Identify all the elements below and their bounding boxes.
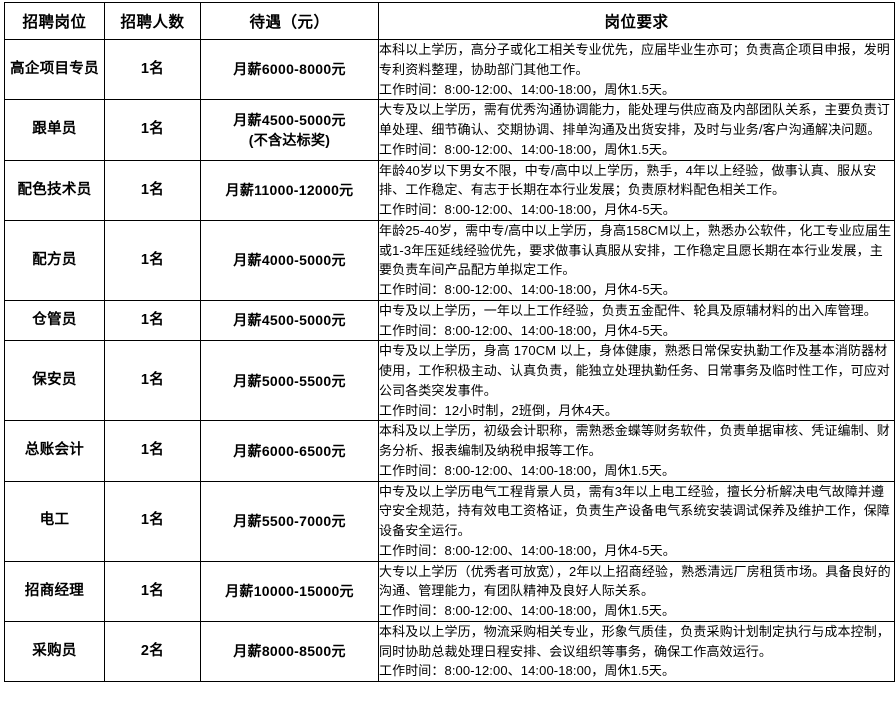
cell-job-title: 配色技术员 xyxy=(4,159,105,221)
cell-headcount: 1名 xyxy=(104,420,201,482)
cell-salary: 月薪4500-5000元 xyxy=(200,299,379,342)
column-header-requirements: 岗位要求 xyxy=(378,2,895,40)
working-hours: 工作时间：8:00-12:00、14:00-18:00，月休4-5天。 xyxy=(379,322,676,338)
salary-amount: 月薪6000-8000元 xyxy=(233,61,346,78)
cell-requirements: 本科及以上学历，初级会计职称，需熟悉金蝶等财务软件，负责单据审核、凭证编制、财务… xyxy=(378,420,895,482)
salary-amount: 月薪8000-8500元 xyxy=(233,643,346,660)
cell-headcount: 1名 xyxy=(104,219,201,301)
cell-requirements: 年龄25-40岁，需中专/高中以上学历，身高158CM以上，熟悉办公软件，化工专… xyxy=(378,219,895,301)
working-hours: 工作时间：8:00-12:00、14:00-18:00，周休1.5天。 xyxy=(379,603,676,618)
cell-salary: 月薪5500-7000元 xyxy=(200,480,379,562)
requirement-description: 中专及以上学历，身高 170CM 以上，身体健康，熟悉日常保安执勤工作及基本消防… xyxy=(379,343,890,398)
salary-amount: 月薪4000-5000元 xyxy=(233,252,346,269)
cell-requirements: 本科及以上学历，物流采购相关专业，形象气质佳，负责采购计划制定执行与成本控制，同… xyxy=(378,620,895,683)
cell-job-title: 保安员 xyxy=(4,340,105,422)
table-row: 保安员 1名 月薪5000-5500元 中专及以上学历，身高 170CM 以上，身体健… xyxy=(4,340,895,422)
salary-note: (不含达标奖) xyxy=(248,131,331,148)
cell-job-title: 高企项目专员 xyxy=(4,38,105,101)
cell-headcount: 2名 xyxy=(104,620,201,683)
table-header-row: 招聘岗位 招聘人数 待遇（元） 岗位要求 xyxy=(4,2,895,40)
cell-salary: 月薪6000-6500元 xyxy=(200,420,379,482)
cell-salary: 月薪6000-8000元 xyxy=(200,38,379,101)
requirement-description: 大专以上学历（优秀者可放宽），2年以上招商经验，熟悉清远厂房租赁市场。具备良好的… xyxy=(379,563,891,599)
table-row: 仓管员 1名 月薪4500-5000元 中专及以上学历，一年以上工作经验，负责五金配件… xyxy=(4,299,895,342)
salary-amount: 月薪11000-12000元 xyxy=(225,181,354,198)
column-header-post: 招聘岗位 xyxy=(4,2,105,40)
working-hours: 工作时间：8:00-12:00、14:00-18:00，周休1.5天。 xyxy=(379,462,676,478)
working-hours: 工作时间：8:00-12:00、14:00-18:00，周休1.5天。 xyxy=(379,141,676,157)
salary-amount: 月薪10000-15000元 xyxy=(225,582,354,599)
salary-amount: 月薪4500-5000元 xyxy=(233,312,346,329)
cell-headcount: 1名 xyxy=(104,480,201,562)
requirement-description: 大专及以上学历，需有优秀沟通协调能力，能处理与供应商及内部团队关系，主要负责订单… xyxy=(379,102,890,137)
table-row: 采购员 2名 月薪8000-8500元 本科及以上学历，物流采购相关专业，形象气质佳，… xyxy=(4,620,895,683)
cell-salary: 月薪4000-5000元 xyxy=(200,219,379,301)
column-header-pay: 待遇（元） xyxy=(200,2,379,40)
cell-headcount: 1名 xyxy=(104,38,201,101)
working-hours: 工作时间：8:00-12:00、14:00-18:00，月休4-5天。 xyxy=(379,202,676,217)
cell-job-title: 配方员 xyxy=(4,219,105,301)
cell-job-title: 招商经理 xyxy=(4,560,105,622)
table-row: 配方员 1名 月薪4000-5000元 年龄25-40岁，需中专/高中以上学历，身高1… xyxy=(4,219,895,301)
table-row: 总账会计 1名 月薪6000-6500元 本科及以上学历，初级会计职称，需熟悉金蝶等财… xyxy=(4,420,895,482)
cell-requirements: 中专及以上学历，一年以上工作经验，负责五金配件、轮具及原辅材料的出入库管理。 工作… xyxy=(378,299,895,342)
cell-salary: 月薪8000-8500元 xyxy=(200,620,379,683)
cell-job-title: 电工 xyxy=(4,480,105,562)
requirement-description: 本科以上学历，高分子或化工相关专业优先，应届毕业生亦可；负责高企项目申报，发明专… xyxy=(379,42,890,77)
requirement-description: 中专及以上学历电气工程背景人员，需有3年以上电工经验，擅长分析解决电气故障并遵守… xyxy=(379,483,890,539)
working-hours: 工作时间：8:00-12:00、14:00-18:00，月休4-5天。 xyxy=(379,282,676,297)
requirement-description: 本科及以上学历，初级会计职称，需熟悉金蝶等财务软件，负责单据审核、凭证编制、财务… xyxy=(379,423,890,458)
table-header: 招聘岗位 招聘人数 待遇（元） 岗位要求 xyxy=(4,2,895,40)
cell-headcount: 1名 xyxy=(104,340,201,422)
cell-requirements: 本科以上学历，高分子或化工相关专业优先，应届毕业生亦可；负责高企项目申报，发明专… xyxy=(378,38,895,101)
working-hours: 工作时间：8:00-12:00、14:00-18:00，周休1.5天。 xyxy=(379,81,676,97)
table-row: 高企项目专员 1名 月薪6000-8000元 本科以上学历，高分子或化工相关专业优先，… xyxy=(4,38,895,101)
working-hours: 工作时间：8:00-12:00、14:00-18:00，周休1.5天。 xyxy=(379,663,676,679)
cell-job-title: 采购员 xyxy=(4,620,105,683)
salary-amount: 月薪5000-5500元 xyxy=(233,372,346,389)
column-header-count: 招聘人数 xyxy=(104,2,201,40)
working-hours: 工作时间：12小时制，2班倒，月休4天。 xyxy=(379,402,618,418)
table-row: 配色技术员 1名 月薪11000-12000元 年龄40岁以下男女不限，中专/高中以上… xyxy=(4,159,895,221)
table-row: 电工 1名 月薪5500-7000元 中专及以上学历电气工程背景人员，需有3年以上电工… xyxy=(4,480,895,562)
requirement-description: 年龄25-40岁，需中专/高中以上学历，身高158CM以上，熟悉办公软件，化工专… xyxy=(379,222,892,278)
cell-salary: 月薪11000-12000元 xyxy=(200,159,379,221)
salary-amount: 月薪5500-7000元 xyxy=(233,512,346,529)
working-hours: 工作时间：8:00-12:00、14:00-18:00，月休4-5天。 xyxy=(379,542,676,558)
cell-salary: 月薪5000-5500元 xyxy=(200,340,379,422)
cell-headcount: 1名 xyxy=(104,159,201,221)
salary-amount: 月薪6000-6500元 xyxy=(233,442,346,459)
cell-requirements: 大专及以上学历，需有优秀沟通协调能力，能处理与供应商及内部团队关系，主要负责订单… xyxy=(378,99,895,161)
table-body: 高企项目专员 1名 月薪6000-8000元 本科以上学历，高分子或化工相关专业优先，… xyxy=(4,38,895,683)
cell-requirements: 中专及以上学历，身高 170CM 以上，身体健康，熟悉日常保安执勤工作及基本消防… xyxy=(378,340,895,422)
requirement-description: 中专及以上学历，一年以上工作经验，负责五金配件、轮具及原辅材料的出入库管理。 xyxy=(379,302,877,318)
table-row: 跟单员 1名 月薪4500-5000元 (不含达标奖) 大专及以上学历，需有优秀沟通协调… xyxy=(4,99,895,161)
cell-requirements: 年龄40岁以下男女不限，中专/高中以上学历，熟手，4年以上经验，做事认真、服从安… xyxy=(378,159,895,221)
cell-salary: 月薪10000-15000元 xyxy=(200,560,379,622)
cell-requirements: 中专及以上学历电气工程背景人员，需有3年以上电工经验，擅长分析解决电气故障并遵守… xyxy=(378,480,895,562)
cell-headcount: 1名 xyxy=(104,99,201,161)
cell-headcount: 1名 xyxy=(104,299,201,342)
salary-amount: 月薪4500-5000元 xyxy=(233,111,346,128)
cell-job-title: 跟单员 xyxy=(4,99,105,161)
cell-headcount: 1名 xyxy=(104,560,201,622)
recruitment-table: 招聘岗位 招聘人数 待遇（元） 岗位要求 高企项目专员 1名 月薪6000-8000… xyxy=(4,2,895,683)
requirement-description: 年龄40岁以下男女不限，中专/高中以上学历，熟手，4年以上经验，做事认真、服从安… xyxy=(379,162,877,198)
requirement-description: 本科及以上学历，物流采购相关专业，形象气质佳，负责采购计划制定执行与成本控制，同… xyxy=(379,623,890,659)
cell-salary: 月薪4500-5000元 (不含达标奖) xyxy=(200,99,379,161)
table-row: 招商经理 1名 月薪10000-15000元 大专以上学历（优秀者可放宽），2年以上招… xyxy=(4,560,895,622)
cell-job-title: 总账会计 xyxy=(4,420,105,482)
cell-job-title: 仓管员 xyxy=(4,299,105,342)
cell-requirements: 大专以上学历（优秀者可放宽），2年以上招商经验，熟悉清远厂房租赁市场。具备良好的… xyxy=(378,560,895,622)
